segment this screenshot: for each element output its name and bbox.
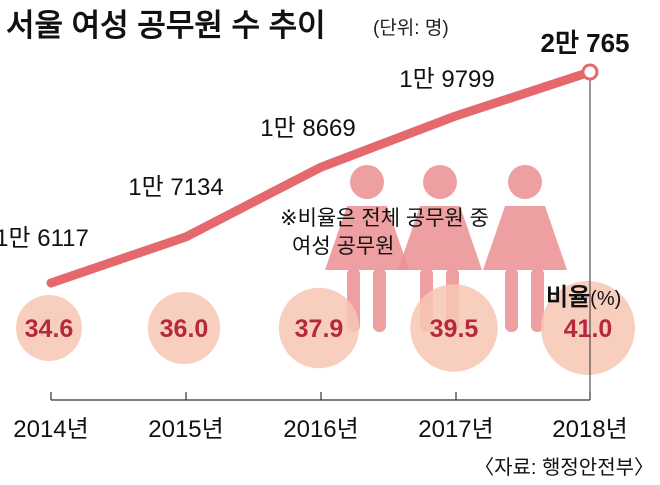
data-label: 1만 7134 (128, 174, 224, 201)
figure-head (350, 165, 384, 199)
rate-value: 34.6 (25, 315, 74, 343)
x-tick-label: 2017년 (418, 416, 493, 443)
figure-dress (483, 206, 567, 270)
x-tick-label: 2015년 (148, 416, 223, 443)
source-label: 〈자료: 행정안전부〉 (474, 456, 654, 479)
figure-dress (398, 206, 482, 270)
x-axis (50, 392, 591, 401)
rate-value: 41.0 (564, 315, 613, 343)
figure-leg (531, 268, 544, 332)
figure-head (423, 165, 457, 199)
rate-value: 39.5 (430, 315, 479, 343)
note-line-2: 여성 공무원 (292, 235, 394, 258)
note-line-1: ※비율은 전체 공무원 중 (280, 207, 489, 230)
rate-circle (541, 281, 635, 375)
x-tick-label: 2018년 (552, 416, 627, 443)
data-label: 1만 9799 (399, 66, 495, 93)
x-tick-label: 2016년 (283, 416, 358, 443)
data-label: 1만 6117 (0, 225, 89, 252)
figure-dress (325, 206, 409, 270)
rate-circle (278, 287, 360, 369)
data-point (581, 63, 599, 81)
woman-figure-icon (483, 165, 567, 332)
data-label: 1만 8669 (260, 115, 356, 142)
rate-circle (410, 284, 498, 372)
rate-circle (16, 295, 82, 361)
chart-title: 서울 여성 공무원 수 추이 (6, 8, 326, 43)
unit-label: (단위: 명) (373, 17, 449, 39)
rate-unit: (%) (590, 288, 621, 310)
rate-label: 비율 (546, 284, 590, 311)
x-tick-label: 2014년 (13, 416, 88, 443)
rate-header: 비율(%) (546, 284, 621, 311)
figure-head (508, 165, 542, 199)
rate-circle (147, 291, 221, 365)
figure-leg (373, 268, 386, 332)
rate-value: 36.0 (160, 315, 209, 343)
rate-value: 37.9 (295, 315, 344, 343)
figure-leg (505, 268, 518, 332)
data-label: 2만 765 (541, 28, 630, 58)
